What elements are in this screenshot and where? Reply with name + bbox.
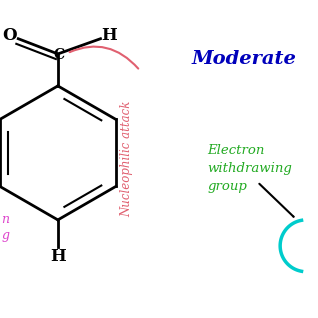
Text: Electron
withdrawing
group: Electron withdrawing group	[207, 144, 292, 193]
FancyArrowPatch shape	[259, 184, 294, 217]
Text: g: g	[2, 229, 10, 242]
Text: C: C	[54, 48, 65, 62]
Text: Nucleophilic attack: Nucleophilic attack	[120, 101, 133, 217]
Text: Moderate: Moderate	[192, 50, 297, 67]
Text: n: n	[2, 213, 10, 226]
Text: O: O	[3, 27, 17, 44]
Text: H: H	[50, 248, 66, 265]
FancyArrowPatch shape	[70, 46, 138, 69]
Text: H: H	[101, 27, 117, 44]
